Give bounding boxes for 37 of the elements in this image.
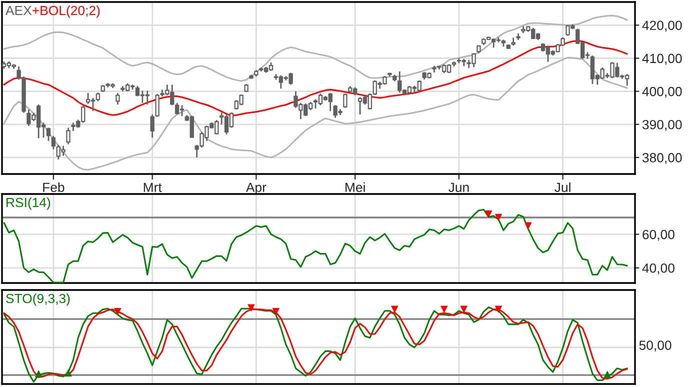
x-tick-label: Mei [346,182,365,192]
y-tick-label: 60,00 [642,230,674,241]
point [34,370,42,378]
y-tick-label: 40,00 [642,263,674,274]
text: +BOL(20;2) [32,5,100,18]
x-tick-label: Apr [246,182,266,195]
line-series [3,56,628,170]
line-series [3,208,628,283]
candlestick [343,92,348,109]
point [484,210,492,218]
point [64,369,72,376]
text: 50,00 [639,340,672,352]
x-tick-label: Feb [43,182,64,192]
y-tick-label: 420,00 [642,20,682,32]
x-tick-label: Jul [554,182,570,192]
series-label: RSI(14) [6,197,50,210]
point [604,370,611,378]
y-tick-label: 380,00 [642,153,682,164]
y-tick-label: 400,00 [642,86,682,98]
x-tick-label: Mrt [144,182,162,192]
point [494,306,502,314]
line-series [3,40,628,117]
point [272,308,280,316]
candlestick [46,126,51,142]
candlestick [66,126,70,145]
point [494,214,502,222]
candlestick [51,135,56,150]
point [524,222,532,230]
point [114,308,122,316]
series-label: STO(9,3,3) [6,293,70,306]
x-tick-label: Jun [448,182,469,192]
y-tick-label: 410,00 [642,54,682,65]
point [248,304,255,312]
y-tick-label: 390,00 [642,120,682,131]
point [440,306,448,314]
text: AEX [6,6,32,16]
candlestick [116,92,120,106]
